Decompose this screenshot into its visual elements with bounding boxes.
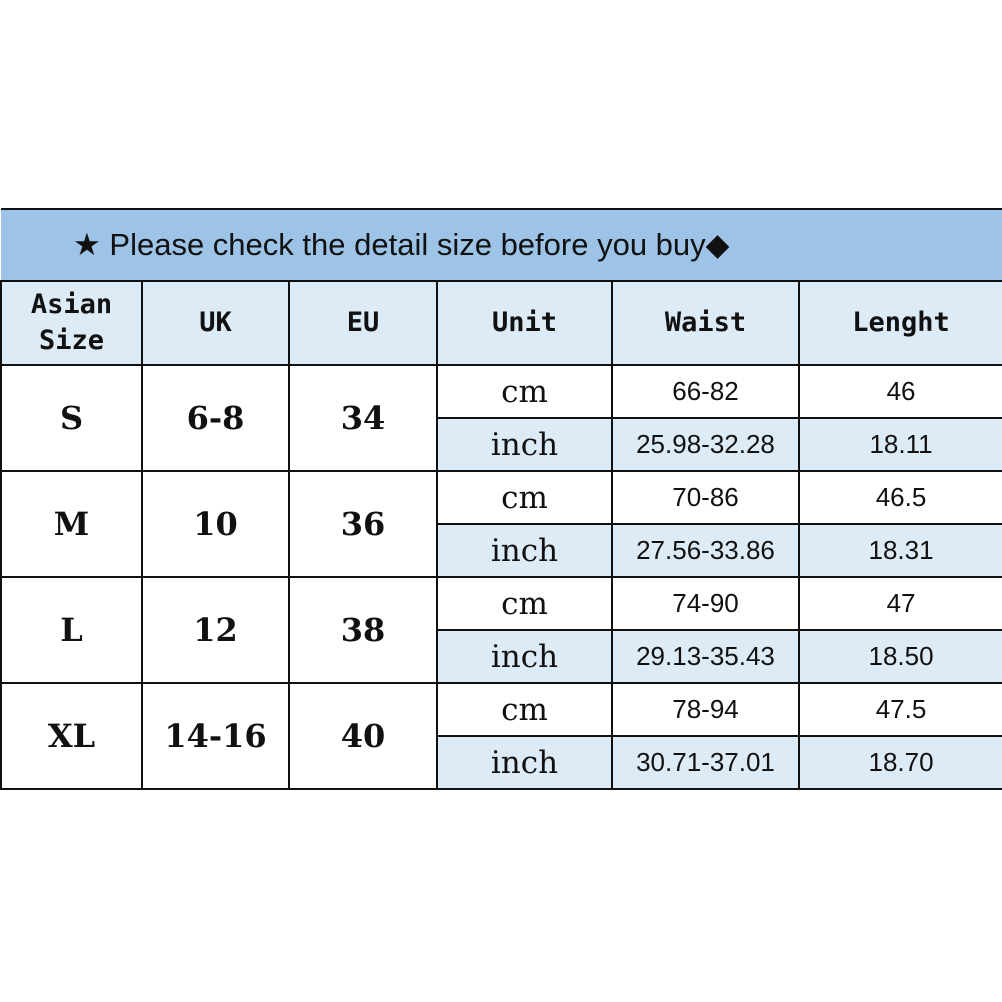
chart-title: ★ Please check the detail size before yo… [1, 208, 1002, 282]
header-waist: Waist [611, 280, 800, 366]
waist-cell: 25.98-32.28 [611, 417, 800, 472]
waist-cell: 66-82 [611, 364, 800, 419]
eu-size-cell: 38 [288, 576, 438, 684]
table-row: S 6-8 34 cm 66-82 46 [0, 364, 1002, 472]
asian-size-cell: L [0, 576, 143, 684]
waist-cell: 78-94 [611, 682, 800, 737]
uk-size-cell: 6-8 [141, 364, 290, 472]
table-row: XL 14-16 40 cm 78-94 47.5 [0, 682, 1002, 790]
asian-size-cell: XL [0, 682, 143, 790]
asian-size-cell: S [0, 364, 143, 472]
length-cell: 18.31 [797, 523, 1002, 578]
unit-cell: inch [436, 629, 613, 684]
waist-cell: 27.56-33.86 [611, 523, 800, 578]
table-row: inch 29.13-35.43 18.50 [1, 629, 1002, 684]
waist-cell: 74-90 [611, 576, 800, 631]
eu-size-cell: 36 [288, 470, 438, 578]
length-cell: 18.50 [797, 629, 1002, 684]
waist-cell: 30.71-37.01 [611, 735, 800, 790]
size-chart-table: ★ Please check the detail size before yo… [0, 208, 1002, 790]
waist-cell: 70-86 [611, 470, 800, 525]
header-length: Lenght [797, 280, 1002, 366]
length-cell: 18.70 [797, 735, 1002, 790]
header-asian-size: Asian Size [0, 280, 143, 366]
table-row: L 12 38 cm 74-90 47 [0, 576, 1002, 684]
length-cell: 47.5 [797, 682, 1002, 737]
length-cell: 46.5 [797, 470, 1002, 525]
table-row: inch 30.71-37.01 18.70 [1, 735, 1002, 790]
uk-size-cell: 14-16 [141, 682, 290, 790]
header-unit: Unit [436, 280, 613, 366]
header-uk: UK [141, 280, 290, 366]
unit-cell: cm [436, 364, 613, 419]
unit-cell: cm [436, 576, 613, 631]
unit-cell: cm [436, 682, 613, 737]
asian-size-cell: M [0, 470, 143, 578]
unit-cell: inch [436, 735, 613, 790]
length-cell: 47 [797, 576, 1002, 631]
table-row: M 10 36 cm 70-86 46.5 [0, 470, 1002, 578]
eu-size-cell: 40 [288, 682, 438, 790]
eu-size-cell: 34 [288, 364, 438, 472]
length-cell: 46 [797, 364, 1002, 419]
uk-size-cell: 12 [141, 576, 290, 684]
unit-cell: cm [436, 470, 613, 525]
table-row: inch 27.56-33.86 18.31 [1, 523, 1002, 578]
unit-cell: inch [436, 417, 613, 472]
unit-cell: inch [436, 523, 613, 578]
length-cell: 18.11 [797, 417, 1002, 472]
uk-size-cell: 10 [141, 470, 290, 578]
waist-cell: 29.13-35.43 [611, 629, 800, 684]
table-row: inch 25.98-32.28 18.11 [1, 417, 1002, 472]
header-eu: EU [288, 280, 438, 366]
